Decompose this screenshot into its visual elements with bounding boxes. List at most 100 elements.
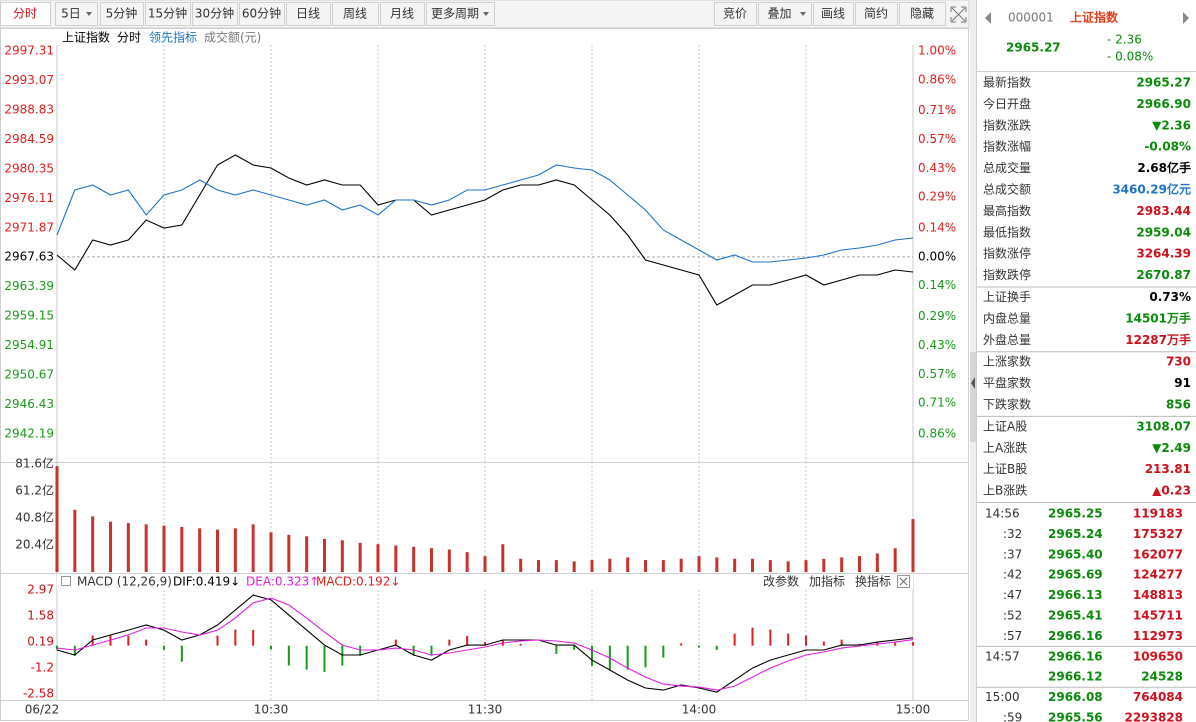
fullscreen-icon[interactable] [950,6,967,23]
y2-tick-label: 0.57% [918,367,956,381]
indicator-header [57,574,913,589]
tick-volume: 162077 [1133,547,1183,561]
y2-tick-label: 0.86% [918,427,956,441]
volume-bar [216,529,219,572]
volume-bar [305,536,309,572]
volume-bar [483,556,487,572]
volume-bar [751,558,754,572]
macd-bar [234,629,237,646]
macd-bar [805,635,807,646]
tab-button[interactable] [239,2,285,26]
stat-value: -0.08% [1144,140,1191,154]
volume-bar [537,560,540,572]
volume-bar [287,534,291,572]
stat-label: 外盘总量 [983,332,1031,347]
stat-label: 总成交额 [983,182,1031,197]
volume-bar [858,556,861,572]
tab-label: 15分钟 [148,6,187,21]
tool-button[interactable] [899,2,946,26]
close-icon[interactable] [899,577,908,586]
tick-time: :37 [1003,547,1022,561]
macd-bar [359,645,362,656]
indicator-legend: DIF:0.419↓ [173,575,240,589]
macd-bar [341,645,344,666]
y-tick-label: 61.2亿 [15,483,54,498]
tick-volume: 119183 [1133,507,1183,521]
stat-label: 总成交量 [983,160,1031,175]
volume-bar [875,553,879,572]
tab-button[interactable] [380,2,425,26]
tab-button[interactable] [192,2,238,26]
chart-frame [0,28,969,721]
prev-arrow[interactable] [985,12,991,24]
tool-button[interactable] [813,2,854,26]
x-tick-label: 06/22 [25,703,60,717]
macd-bar [733,633,736,646]
tick-price: 2965.40 [1048,547,1103,561]
volume-bar [323,538,326,572]
indicator-icon[interactable] [61,576,71,586]
tool-label: 画线 [821,7,845,21]
tick-price: 2965.25 [1048,507,1103,521]
tab-button[interactable] [55,2,98,26]
legend-label: 分时 [117,31,141,45]
collapse-arrow[interactable] [971,377,975,389]
stat-value: 91 [1174,376,1191,390]
stat-value: ▲0.23 [1152,484,1191,498]
stat-label: 上证A股 [983,419,1027,433]
tick-price: 2966.16 [1048,629,1103,643]
volume-bar [804,560,808,572]
macd-bar [662,645,665,658]
chart-title: 上证指数 [62,30,110,45]
indicator-button[interactable]: 改参数 [763,574,799,589]
macd-bar [555,645,558,654]
x-tick-label: 15:00 [896,703,931,717]
tab-button[interactable] [0,2,51,26]
stat-label: 内盘总量 [983,310,1031,325]
y-tick-label: 20.4亿 [15,537,54,552]
stat-value: 213.81 [1145,462,1191,476]
y-tick-label: 2954.91 [4,338,54,352]
stat-label: 指数涨幅 [983,139,1031,154]
tab-button[interactable] [100,2,144,26]
indicator-legend: MACD:0.192↓ [316,575,400,589]
tool-button[interactable] [758,2,812,26]
x-tick-label: 14:00 [682,703,717,717]
tab-button[interactable] [145,2,191,26]
tab-button[interactable] [426,2,495,26]
indicator-button[interactable]: 换指标 [855,574,891,589]
macd-bar [323,645,326,672]
volume-bar [590,560,594,572]
stat-label: 上A涨跌 [983,440,1027,455]
next-arrow[interactable] [1183,12,1189,24]
tick-volume: 2293828 [1125,711,1183,722]
volume-bar [893,548,897,572]
indicator-button[interactable]: 加指标 [809,574,845,589]
stat-label: 上证换手 [983,290,1031,304]
macd-bar [591,645,593,666]
x-tick-label: 11:30 [468,703,503,717]
legend-label: 成交额(元) [204,30,261,45]
volume-bar [376,544,380,572]
tick-time: :59 [1003,711,1022,722]
tab-button[interactable] [286,2,331,26]
tool-button[interactable] [714,2,757,26]
tab-button[interactable] [332,2,379,26]
y-tick-label: 1.58 [27,609,54,623]
tick-time: :32 [1003,527,1022,541]
price-line [56,164,914,263]
tool-button[interactable] [855,2,898,26]
tick-volume: 145711 [1133,609,1183,623]
tick-volume: 148813 [1133,588,1183,602]
y2-tick-label: 0.00% [918,249,956,263]
macd-bar [751,627,754,646]
volume-bar [55,466,59,572]
macd-bar [894,641,897,646]
volume-bar [465,552,469,572]
price-change: - 2.36 [1107,33,1142,47]
y2-tick-label: 0.29% [918,309,956,323]
splitter-handle[interactable] [970,352,976,442]
macd-bar [412,645,415,656]
volume-bar [715,557,719,572]
